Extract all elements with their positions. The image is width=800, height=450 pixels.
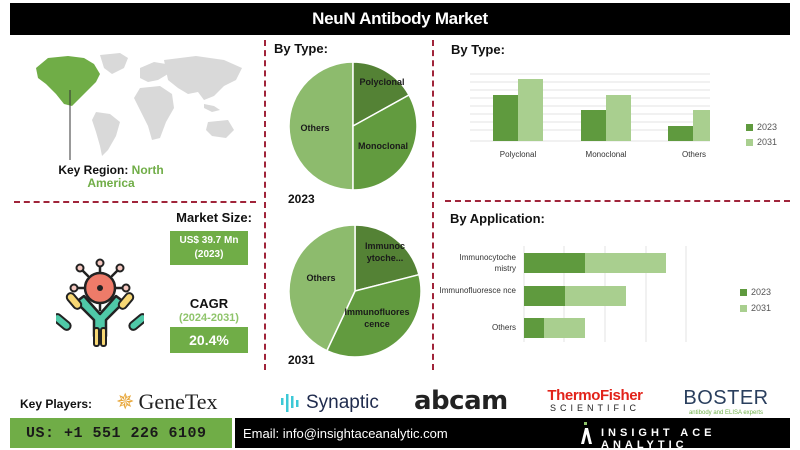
bar-app-legend: 2023 2031 [740, 287, 771, 313]
cagr-period: (2024-2031) [179, 312, 239, 324]
page-title: NeuN Antibody Market [10, 3, 790, 35]
divider-horizontal-left [14, 201, 256, 203]
contact-bar: Email: info@insightaceanalytic.com INSIG… [235, 418, 790, 450]
bar-app-ylabel-icc: Immunocytoche mistry [459, 253, 516, 273]
bar-app-ylabel-if: Immunofluoresce nce [439, 286, 516, 295]
logo-boster: BOSTER antibody and ELISA experts [683, 387, 769, 416]
bar-chart-application [523, 246, 687, 342]
bar-app-ylabel-others: Others [491, 323, 516, 332]
pie-chart-type-2023 [288, 61, 418, 191]
divider-vertical-left [264, 40, 266, 370]
north-america-highlight [36, 56, 100, 106]
pie-type-heading: By Type: [274, 41, 328, 56]
pie-label-immunofluorescence: Immunofluores cence [344, 307, 410, 329]
brand-name: INSIGHT ACE ANALYTIC [601, 427, 716, 450]
contact-email[interactable]: Email: info@insightaceanalytic.com [243, 426, 448, 441]
bar-type-heading: By Type: [451, 42, 505, 57]
key-players-label: Key Players: [20, 397, 93, 411]
legend-2031-app: 2031 [740, 303, 771, 313]
bar-application-heading: By Application: [450, 211, 545, 226]
cagr-label: CAGR [189, 296, 229, 311]
pie-label-immunocytochemistry: Immunoc ytoche... [364, 241, 405, 263]
antibody-virus-icon [56, 258, 144, 347]
market-size-box: US$ 39.7 Mn (2023) [170, 231, 248, 265]
pie-year-2023: 2023 [288, 192, 315, 206]
logo-abcam: abcam [414, 386, 508, 416]
insight-ace-logo-icon [581, 422, 592, 444]
contact-phone[interactable]: US: +1 551 226 6109 [10, 418, 232, 448]
pie-year-2031: 2031 [288, 353, 315, 367]
pie-label-others-2031: Others [306, 273, 336, 283]
bar-type-xlabel-monoclonal: Monoclonal [585, 150, 627, 159]
pie-label-polyclonal: Polyclonal [359, 77, 405, 87]
synaptic-bars-icon [281, 394, 299, 412]
bar-type-xlabel-others: Others [681, 150, 706, 159]
pie-chart-application-2031 [288, 224, 422, 358]
legend-2031: 2031 [746, 137, 777, 147]
logo-synaptic: Synaptic [280, 390, 379, 416]
key-region-value: North [131, 163, 164, 177]
market-size-label: Market Size: [176, 210, 252, 225]
key-region: Key Region: North America [36, 164, 186, 190]
divider-horizontal-right [445, 200, 790, 202]
logo-thermofisher: ThermoFisher SCIENTIFIC [547, 387, 643, 413]
pie-label-others: Others [300, 123, 330, 133]
market-size-year: (2023) [194, 249, 224, 260]
genetex-star-icon: ✵ [116, 389, 135, 414]
legend-2023-app: 2023 [740, 287, 771, 297]
bar-type-legend: 2023 2031 [746, 122, 777, 147]
key-region-value-line2: America [87, 176, 135, 190]
pie-label-monoclonal: Monoclonal [358, 141, 408, 151]
world-map [36, 53, 242, 160]
cagr-value: 20.4% [170, 327, 248, 353]
key-region-label: Key Region: [58, 163, 129, 177]
legend-2023: 2023 [746, 122, 777, 132]
bar-type-xlabel-polyclonal: Polyclonal [499, 150, 537, 159]
bar-chart-type [470, 73, 710, 142]
market-size-value: US$ 39.7 Mn [179, 235, 239, 246]
logo-genetex: ✵ GeneTex [116, 389, 218, 414]
divider-vertical-right [432, 40, 434, 370]
